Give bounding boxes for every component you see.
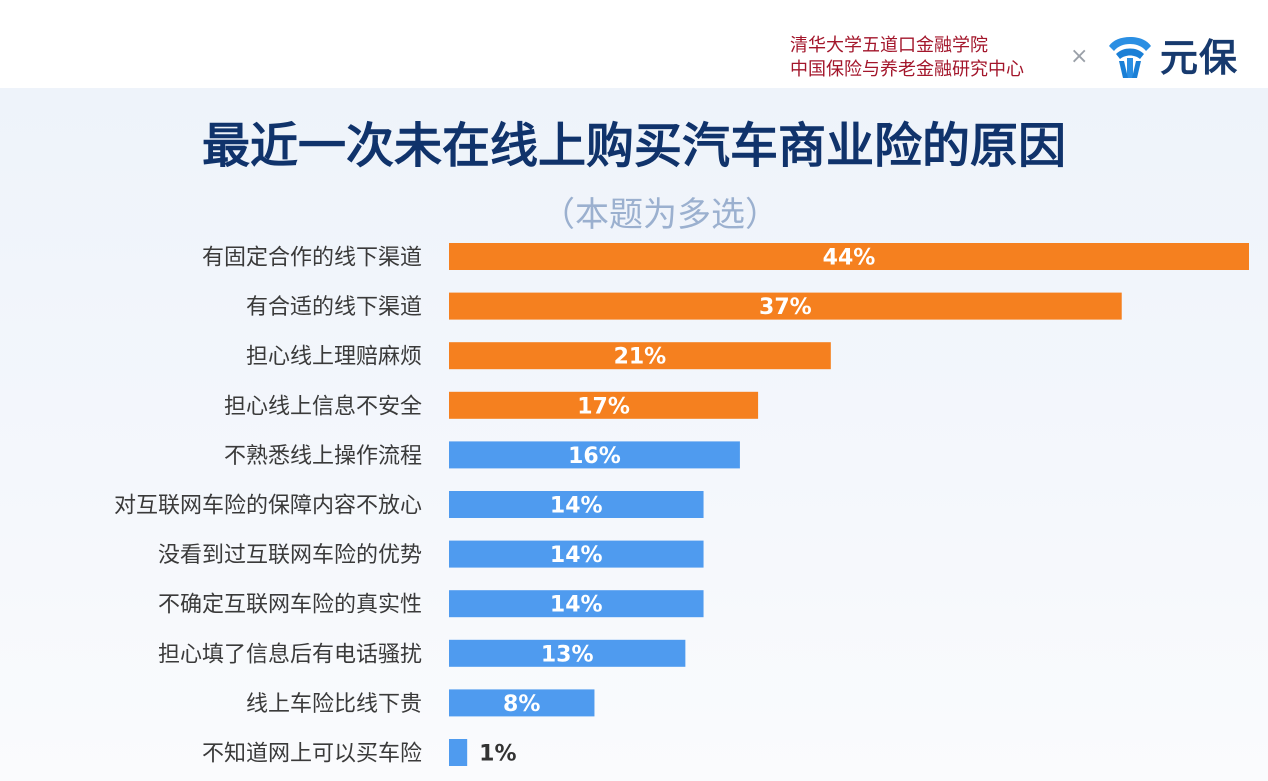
category-label: 没看到过互联网车险的优势 <box>158 543 422 568</box>
bar <box>449 441 740 469</box>
value-label: 8% <box>503 692 540 717</box>
value-label: 13% <box>541 642 594 667</box>
chart-title: 最近一次未在线上购买汽车商业险的原因 <box>201 118 1066 174</box>
header-band <box>0 0 1268 88</box>
value-label: 17% <box>577 394 630 419</box>
category-label: 有固定合作的线下渠道 <box>202 246 422 271</box>
value-label: 44% <box>823 246 876 271</box>
category-label: 不知道网上可以买车险 <box>202 742 422 767</box>
value-label: 37% <box>759 295 812 320</box>
bar <box>449 491 704 518</box>
value-label: 16% <box>568 444 621 469</box>
value-label: 21% <box>614 345 667 370</box>
category-label: 线上车险比线下贵 <box>246 692 422 717</box>
bar <box>449 391 759 419</box>
collaboration-separator: × <box>1070 44 1089 69</box>
category-label: 担心线上理赔麻烦 <box>246 345 422 370</box>
institution-line-1: 清华大学五道口金融学院 <box>790 35 988 56</box>
category-label: 有合适的线下渠道 <box>246 295 422 320</box>
category-label: 担心填了信息后有电话骚扰 <box>158 642 422 667</box>
institution-name: 清华大学五道口金融学院 中国保险与养老金融研究中心 <box>790 34 1070 82</box>
bar <box>449 243 1249 270</box>
value-label: 14% <box>550 593 603 618</box>
category-label: 不熟悉线上操作流程 <box>224 444 422 469</box>
bar <box>449 540 704 568</box>
value-label: 14% <box>550 494 603 519</box>
category-label: 担心线上信息不安全 <box>224 394 422 419</box>
value-label: 1% <box>479 742 516 767</box>
bar <box>449 689 595 717</box>
bar <box>449 590 704 618</box>
chart-subtitle: （本题为多选） <box>541 195 779 235</box>
category-label: 不确定互联网车险的真实性 <box>158 593 422 618</box>
institution-line-2: 中国保险与养老金融研究中心 <box>790 59 1024 80</box>
category-label: 对互联网车险的保障内容不放心 <box>114 494 422 519</box>
value-label: 14% <box>550 543 603 568</box>
brand-name: 元保 <box>1160 36 1239 80</box>
bar <box>449 292 1122 320</box>
bar <box>449 639 686 667</box>
bar <box>449 342 831 370</box>
bar <box>449 739 468 766</box>
shield-logo-icon <box>1109 37 1151 78</box>
